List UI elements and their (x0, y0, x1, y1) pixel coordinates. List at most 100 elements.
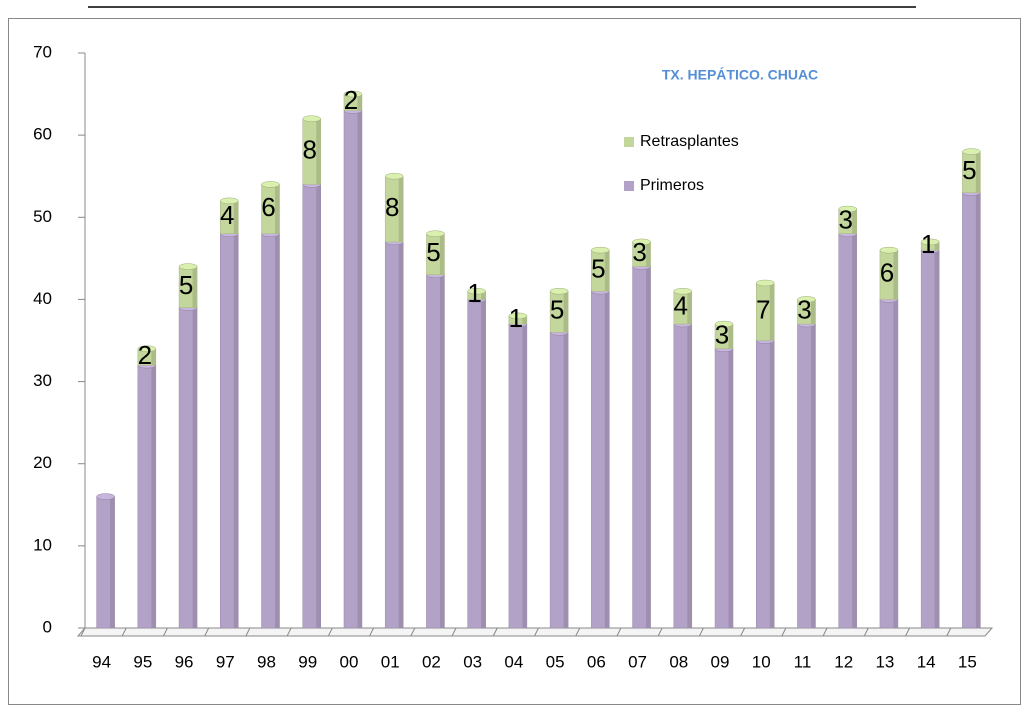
data-label: 6 (880, 258, 894, 288)
x-tick (946, 627, 952, 637)
x-tick (657, 627, 663, 637)
y-tick-label: 60 (33, 125, 52, 144)
x-tick-label: 14 (917, 652, 936, 671)
y-tick-label: 70 (33, 42, 52, 61)
bar-shade (810, 324, 816, 628)
data-label: 3 (838, 204, 852, 234)
data-label: 8 (385, 192, 399, 222)
legend-label: Primeros (640, 177, 704, 194)
bar-shade (439, 233, 445, 275)
x-tick (410, 627, 416, 637)
bar-shade (975, 151, 981, 193)
y-tick-label: 50 (33, 207, 52, 226)
bar-shade (728, 348, 734, 628)
x-tick (451, 627, 457, 637)
bar-cap (797, 296, 816, 303)
bar-cap (591, 246, 610, 254)
bar-cap (962, 148, 981, 155)
data-label: 2 (344, 85, 358, 115)
data-label: 7 (756, 295, 770, 325)
bar-shade (275, 233, 280, 628)
data-label: 4 (220, 200, 234, 230)
x-tick-label: 01 (381, 652, 400, 671)
data-label: 3 (797, 295, 811, 325)
x-tick (163, 627, 168, 637)
bar-shade (398, 176, 404, 242)
bar-cap (879, 246, 899, 254)
x-tick-label: 15 (958, 652, 977, 671)
bar-shade (893, 299, 898, 628)
legend-swatch (624, 181, 634, 191)
bar-shade (275, 184, 280, 234)
bar-shade (934, 250, 940, 628)
bar-shade (522, 324, 527, 628)
chart-frame (8, 18, 1021, 705)
bar-cap (632, 238, 651, 246)
bar-shade (151, 365, 156, 628)
x-tick-label: 05 (546, 652, 565, 671)
bar-shade (604, 291, 610, 628)
bar-cap (384, 172, 404, 180)
x-tick (534, 627, 539, 637)
x-tick (781, 627, 787, 637)
bar-shade (110, 496, 115, 628)
x-tick-label: 03 (463, 652, 482, 671)
bar-cap (261, 181, 280, 188)
bar-cap (714, 320, 734, 328)
bar-cap (467, 287, 486, 295)
bar-shade (810, 299, 816, 325)
x-tick-label: 11 (794, 652, 812, 671)
x-tick (327, 627, 333, 637)
y-tick-label: 40 (33, 289, 52, 308)
y-tick-label: 30 (33, 371, 52, 390)
x-tick-label: 09 (711, 652, 730, 671)
x-tick-label: 97 (216, 652, 235, 671)
data-label: 5 (179, 270, 193, 300)
x-tick-label: 04 (504, 652, 523, 671)
bar-shade (646, 241, 651, 267)
bar-cap (920, 238, 940, 246)
bar-shade (481, 291, 486, 300)
bar-shade (233, 200, 239, 234)
x-tick-label: 06 (587, 652, 606, 671)
bar-shade (151, 348, 156, 366)
x-tick-label: 08 (669, 652, 688, 671)
x-tick-label: 95 (133, 652, 152, 671)
bar-cap (673, 287, 693, 295)
bar-cap (343, 90, 363, 98)
x-tick (698, 627, 704, 637)
data-label: 6 (261, 192, 275, 222)
bar-shade (398, 241, 404, 628)
bar-shade (687, 291, 692, 325)
x-tick (492, 627, 498, 637)
bar-shade (934, 241, 940, 251)
x-tick-label: 99 (298, 652, 317, 671)
x-tick (245, 627, 251, 637)
x-tick (905, 627, 910, 637)
bar-shade (687, 324, 692, 628)
data-label: 3 (632, 237, 646, 267)
x-tick-label: 10 (752, 652, 771, 671)
data-label: 1 (467, 278, 481, 308)
x-tick-label: 02 (422, 652, 441, 671)
x-tick (740, 627, 746, 637)
x-tick-label: 12 (834, 652, 853, 671)
x-tick-label: 94 (92, 652, 111, 671)
x-tick (616, 627, 622, 637)
data-label: 5 (591, 254, 605, 284)
bar-shade (852, 233, 857, 628)
bar-cap (838, 205, 857, 213)
data-label: 8 (303, 134, 317, 164)
bar-cap (220, 197, 239, 205)
bar-shade (316, 118, 321, 185)
bar-shade (893, 250, 898, 300)
x-tick (822, 627, 828, 637)
bar-cap (137, 345, 157, 352)
bar-shade (316, 184, 321, 628)
bar-shade (357, 110, 362, 628)
x-tick (286, 627, 292, 637)
bar-cap (756, 279, 775, 287)
x-tick (80, 627, 86, 637)
bar-shade (563, 291, 569, 333)
